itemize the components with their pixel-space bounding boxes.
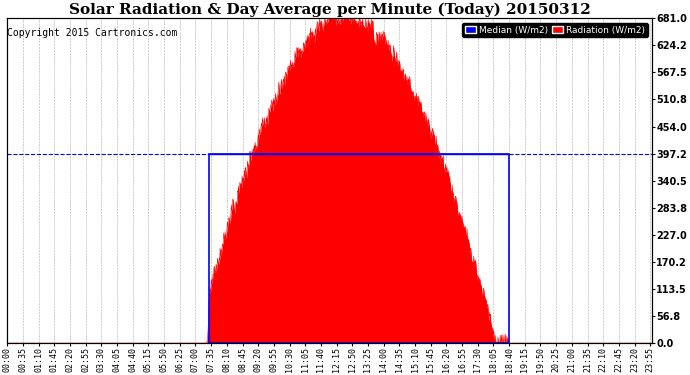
Legend: Median (W/m2), Radiation (W/m2): Median (W/m2), Radiation (W/m2) bbox=[462, 23, 647, 37]
Title: Solar Radiation & Day Average per Minute (Today) 20150312: Solar Radiation & Day Average per Minute… bbox=[69, 3, 591, 17]
Bar bbox=[209, 154, 509, 343]
Text: Copyright 2015 Cartronics.com: Copyright 2015 Cartronics.com bbox=[8, 28, 177, 38]
